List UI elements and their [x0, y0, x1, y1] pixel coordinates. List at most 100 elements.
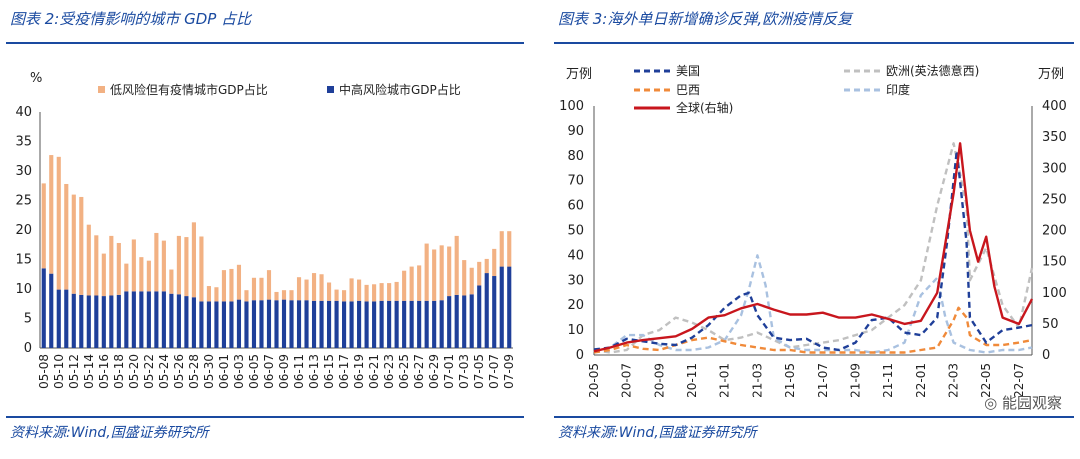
right-y-tick-label: 50: [1042, 317, 1059, 332]
bar-low-risk-with-cases: [41, 183, 46, 269]
bar-low-risk-with-cases: [477, 261, 482, 286]
bar-mid-high-risk: [101, 296, 106, 348]
left-y-tick-label: 30: [567, 273, 584, 288]
bar-low-risk-with-cases: [462, 260, 467, 296]
bar-mid-high-risk: [432, 300, 437, 348]
bar-mid-high-risk: [289, 300, 294, 348]
bar-mid-high-risk: [296, 300, 302, 348]
bar-low-risk-with-cases: [176, 235, 181, 295]
bar-low-risk-with-cases: [281, 290, 287, 300]
bar-low-risk-with-cases: [507, 231, 512, 267]
series-line: [593, 142, 1034, 353]
bar-low-risk-with-cases: [206, 286, 211, 302]
x-tick-label: 22-07: [1012, 363, 1026, 398]
bar-low-risk-with-cases: [251, 277, 257, 301]
bar-mid-high-risk: [304, 300, 309, 348]
bar-low-risk-with-cases: [214, 287, 219, 302]
bar-mid-high-risk: [409, 300, 414, 348]
x-tick-label: 06-03: [232, 354, 246, 389]
x-tick-label: 22-05: [979, 363, 993, 398]
bar-low-risk-with-cases: [394, 281, 399, 301]
bar-low-risk-with-cases: [131, 239, 136, 292]
bar-low-risk-with-cases: [79, 196, 84, 295]
left-y-tick-label: 20: [567, 298, 584, 313]
bar-low-risk-with-cases: [101, 253, 106, 297]
bar-low-risk-with-cases: [364, 284, 369, 302]
bar-low-risk-with-cases: [116, 242, 121, 295]
bar-mid-high-risk: [199, 301, 204, 348]
bar-low-risk-with-cases: [454, 235, 459, 295]
x-tick-label: 06-19: [352, 354, 366, 389]
y-unit-label: %: [30, 71, 42, 86]
right-chart-source: 资料来源:Wind,国盛证券研究所: [558, 425, 757, 441]
x-tick-label: 21-11: [881, 363, 895, 398]
left-unit-label: 万例: [566, 67, 592, 82]
x-tick-label: 05-14: [82, 354, 96, 389]
bar-low-risk-with-cases: [311, 273, 317, 301]
right-chart-panel: 图表 3:海外单日新增确诊反弹,欧洲疫情反复 万例 万例 0 10 20 30 40 50 60…: [548, 0, 1080, 459]
right-y-tick-label: 200: [1042, 224, 1067, 239]
x-tick-label: 05-26: [172, 354, 186, 389]
x-tick-label: 22-01: [914, 363, 928, 398]
bar-mid-high-risk: [131, 291, 136, 348]
bar-low-risk-with-cases: [191, 222, 196, 298]
x-tick-label: 20-05: [587, 363, 601, 398]
bar-low-risk-with-cases: [372, 284, 377, 302]
x-tick-label: 07-01: [442, 354, 456, 389]
series-line: [593, 149, 1033, 352]
bar-low-risk-with-cases: [326, 282, 332, 301]
bar-mid-high-risk: [326, 300, 332, 348]
y-tick-label: 0: [24, 341, 32, 356]
bar-mid-high-risk: [191, 297, 196, 348]
legend-swatch-low-risk: [98, 86, 105, 93]
bar-low-risk-with-cases: [221, 270, 227, 302]
right-y-tick-label: 300: [1042, 161, 1067, 176]
x-tick-label: 05-30: [202, 354, 216, 389]
bar-low-risk-with-cases: [492, 248, 497, 277]
y-tick-label: 25: [15, 194, 32, 209]
bar-mid-high-risk: [372, 301, 377, 348]
watermark-text: 能园观察: [1001, 394, 1062, 412]
bar-mid-high-risk: [357, 300, 362, 348]
x-tick-label: 07-05: [472, 354, 486, 389]
left-source-rule: [6, 416, 524, 418]
bar-low-risk-with-cases: [259, 277, 264, 301]
x-tick-label: 05-08: [37, 354, 51, 389]
bar-low-risk-with-cases: [169, 269, 174, 294]
bar-mid-high-risk: [244, 301, 249, 348]
left-y-tick-label: 90: [567, 124, 584, 139]
x-tick-label: 21-03: [750, 363, 764, 398]
bar-mid-high-risk: [364, 301, 369, 348]
bar-low-risk-with-cases: [86, 224, 91, 296]
bar-mid-high-risk: [184, 296, 189, 348]
bar-mid-high-risk: [229, 301, 234, 348]
x-tick-label: 21-01: [718, 363, 732, 398]
x-tick-label: 21-09: [848, 363, 862, 398]
wechat-watermark: ◎ 能园观察: [984, 392, 1062, 413]
left-y-tick-label: 70: [567, 174, 584, 189]
bar-low-risk-with-cases: [304, 279, 309, 301]
bar-low-risk-with-cases: [199, 236, 204, 302]
bar-mid-high-risk: [402, 300, 407, 348]
left-y-tick-label: 60: [567, 199, 584, 214]
x-tick-label: 20-11: [685, 363, 699, 398]
bar-mid-high-risk: [86, 295, 91, 348]
right-y-tick-label: 400: [1042, 99, 1067, 114]
bar-low-risk-with-cases: [244, 290, 249, 302]
bar-mid-high-risk: [221, 301, 227, 348]
right-title-rule: [554, 42, 1074, 44]
bar-low-risk-with-cases: [289, 290, 294, 301]
y-tick-label: 10: [15, 282, 32, 297]
x-tick-label: 05-12: [67, 354, 81, 389]
bar-low-risk-with-cases: [236, 264, 242, 300]
bar-mid-high-risk: [439, 300, 444, 348]
right-y-tick-label: 150: [1042, 255, 1067, 270]
right-chart-title: 图表 3:海外单日新增确诊反弹,欧洲疫情反复: [558, 10, 853, 28]
y-tick-label: 40: [15, 105, 32, 120]
bar-mid-high-risk: [424, 300, 429, 348]
bar-mid-high-risk: [507, 266, 512, 348]
left-title-rule: [6, 42, 524, 44]
bar-low-risk-with-cases: [499, 231, 504, 267]
series-line: [593, 254, 1033, 354]
